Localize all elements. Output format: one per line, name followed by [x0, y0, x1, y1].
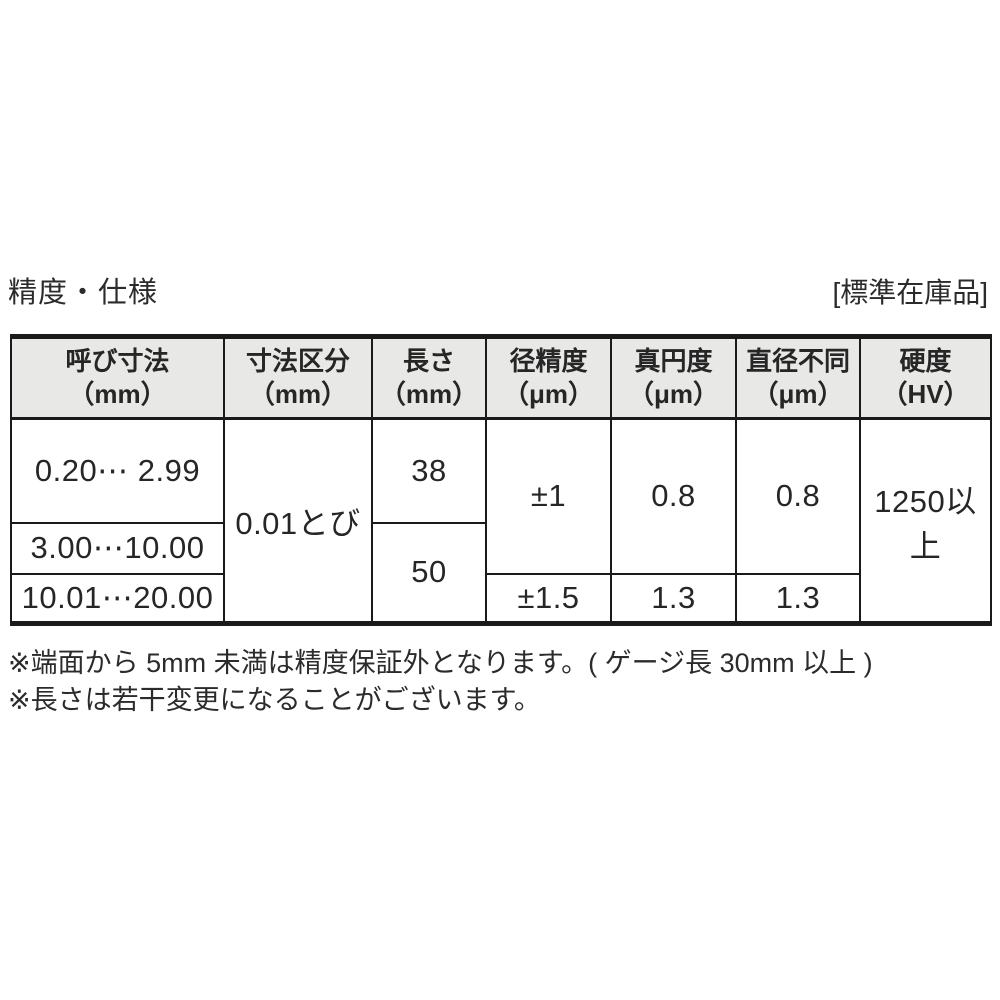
stock-status-label: [標準在庫品] [832, 277, 988, 308]
col-header-title: 硬度 [899, 346, 952, 376]
table-row-3: 10.01⋯20.00 ±1.5 1.3 1.3 [10, 572, 991, 625]
cell-roundness-1: 0.8 [610, 417, 737, 575]
cell-size-step: 0.01とび [223, 417, 373, 625]
col-header-size-step: 寸法区分 （mm） [223, 335, 373, 420]
spec-table: 呼び寸法 （mm） 寸法区分 （mm） 長さ （mm） 径精度 （μm） 真円度 [10, 334, 992, 626]
col-header-title: 長さ [402, 346, 455, 376]
cell-hardness: 1250以上 [859, 417, 992, 625]
col-header-roundness: 真円度 （μm） [610, 335, 737, 420]
table-header-row: 呼び寸法 （mm） 寸法区分 （mm） 長さ （mm） 径精度 （μm） 真円度 [10, 335, 992, 420]
col-header-unit: （μm） [627, 379, 720, 409]
cell-roundness-2: 1.3 [610, 572, 737, 625]
col-header-unit: （mm） [68, 379, 167, 409]
table-row-2: 3.00⋯10.00 50 [10, 521, 991, 625]
col-header-unit: （HV） [881, 379, 970, 409]
footnotes: ※端面から 5mm 未満は精度保証外となります。( ゲージ長 30mm 以上 )… [8, 645, 988, 719]
footnote-length-change: ※長さは若干変更になることがございます。 [8, 685, 541, 715]
col-header-title: 寸法区分 [245, 346, 350, 376]
col-header-hardness: 硬度 （HV） [859, 335, 992, 420]
page-title: 精度・仕様 [8, 277, 159, 309]
col-header-length: 長さ （mm） [371, 335, 487, 420]
col-header-title: 直径不同 [745, 346, 850, 376]
col-header-title: 真円度 [634, 346, 713, 376]
cell-length-38: 38 [371, 417, 487, 524]
title-row: 精度・仕様 [標準在庫品] [8, 276, 988, 310]
col-header-unit: （μm） [752, 379, 844, 409]
col-header-title: 径精度 [509, 346, 588, 376]
col-header-diameter-accuracy: 径精度 （μm） [485, 335, 612, 420]
cell-nominal-size-1: 0.20⋯ 2.99 [10, 417, 225, 524]
cell-nominal-size-3: 10.01⋯20.00 [10, 572, 225, 625]
col-header-diameter-variation: 直径不同 （μm） [735, 335, 861, 420]
cell-nominal-size-2: 3.00⋯10.00 [10, 521, 225, 575]
col-header-nominal-size: 呼び寸法 （mm） [10, 335, 225, 420]
col-header-unit: （μm） [502, 379, 595, 409]
col-header-title: 呼び寸法 [65, 346, 170, 376]
footnote-accuracy-guarantee: ※端面から 5mm 未満は精度保証外となります。( ゲージ長 30mm 以上 ) [8, 648, 873, 678]
cell-length-50: 50 [371, 521, 487, 625]
col-header-unit: （mm） [379, 379, 479, 409]
cell-diameter-accuracy-2: ±1.5 [485, 572, 612, 625]
cell-diameter-variation-2: 1.3 [735, 572, 861, 625]
cell-diameter-accuracy-1: ±1 [485, 417, 612, 575]
cell-diameter-variation-1: 0.8 [735, 417, 861, 575]
col-header-unit: （mm） [248, 379, 348, 409]
table-row-1: 0.20⋯ 2.99 0.01とび 38 ±1 0.8 0.8 1250以上 [10, 417, 992, 625]
